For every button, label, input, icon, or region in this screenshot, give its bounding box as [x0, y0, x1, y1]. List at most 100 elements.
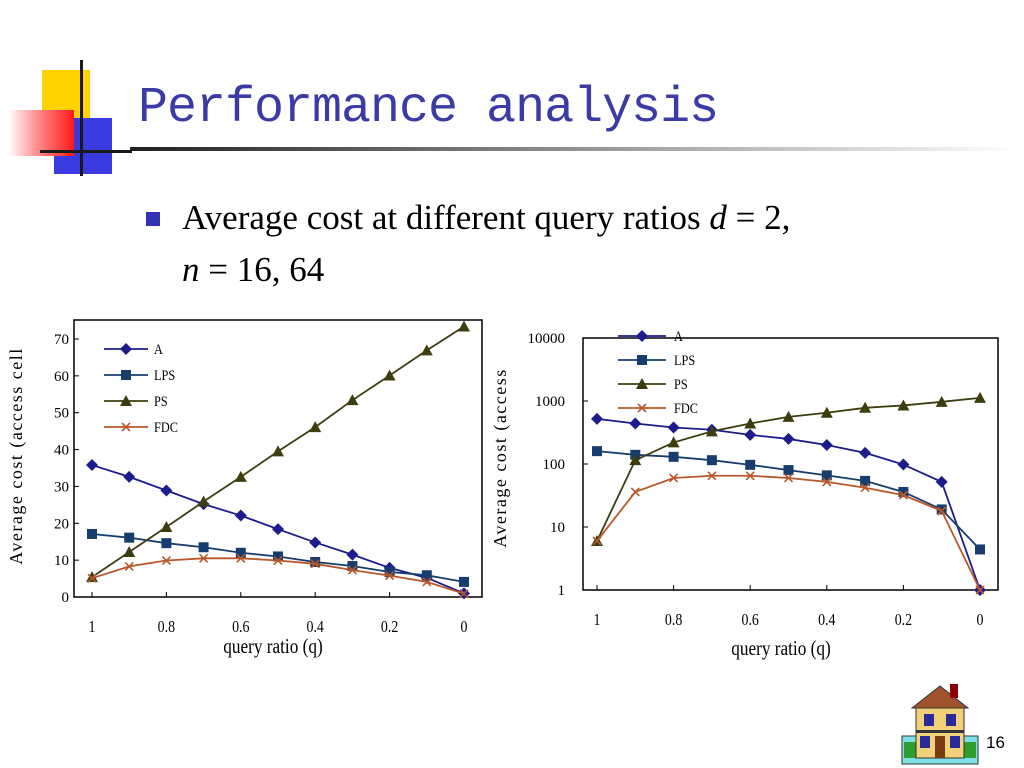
right-point-a [782, 432, 795, 445]
right-point-fdc [783, 473, 794, 483]
right-point-a [859, 446, 872, 459]
left-point-fdc [310, 559, 320, 569]
right-point-ps [629, 454, 642, 466]
right-plot-frame [582, 337, 999, 591]
right-point-ps [705, 425, 718, 437]
left-point-ps [346, 394, 359, 406]
right-point-lps [821, 470, 832, 481]
right-x-tick-label: 0.6 [741, 611, 759, 630]
left-point-a [272, 523, 284, 536]
left-point-lps [161, 538, 172, 549]
d-equation: = 2, [726, 198, 791, 237]
left-point-lps [310, 556, 321, 567]
left-y-tick-label: 40 [54, 443, 69, 459]
left-point-a [346, 548, 359, 561]
left-point-ps [123, 546, 136, 558]
right-point-fdc [822, 477, 832, 487]
right-point-a [591, 412, 603, 425]
left-y-tick-label: 70 [54, 332, 69, 348]
left-y-tick-label: 10 [54, 553, 69, 569]
right-series-fdc [592, 471, 985, 595]
right-x-tick-label: 0.4 [818, 611, 836, 630]
left-legend-marker-lps [121, 370, 131, 380]
left-point-fdc [459, 589, 469, 599]
right-point-fdc [937, 506, 947, 516]
left-legend-label-lps: LPS [154, 367, 175, 383]
right-legend-marker-a [636, 330, 648, 342]
left-x-tick-label: 0.6 [232, 618, 250, 637]
right-point-fdc [745, 471, 755, 481]
left-point-lps [384, 566, 395, 577]
left-x-tick-label: 0.8 [158, 618, 176, 637]
left-x-axis-title: query ratio (q) [223, 636, 322, 659]
right-y-tick-label: 100 [543, 457, 566, 473]
right-point-fdc [669, 473, 679, 483]
right-point-ps [782, 410, 795, 422]
left-point-lps [198, 542, 209, 553]
left-legend-marker-ps [120, 395, 132, 406]
right-point-lps [975, 544, 985, 555]
right-point-a [935, 475, 948, 488]
left-point-ps [458, 320, 470, 332]
right-point-fdc [860, 483, 870, 493]
left-x-tick-label: 0 [461, 618, 468, 637]
right-y-tick-label: 1000 [535, 394, 565, 410]
house-icon[interactable] [898, 678, 982, 766]
right-point-a [820, 439, 833, 452]
right-point-fdc [975, 585, 985, 595]
right-point-a [667, 421, 680, 434]
left-legend-label-a: A [154, 341, 163, 357]
right-point-lps [706, 455, 717, 466]
right-point-ps [667, 436, 680, 448]
right-x-axis-title: query ratio (q) [731, 638, 830, 661]
right-point-ps [744, 417, 757, 429]
right-point-a [629, 417, 642, 430]
right-point-ps [820, 406, 833, 418]
left-point-lps [273, 551, 283, 562]
left-point-ps [272, 445, 284, 457]
left-point-fdc [87, 573, 97, 583]
left-legend-marker-a [120, 343, 132, 355]
left-point-lps [124, 532, 135, 543]
left-x-tick-label: 0.4 [306, 618, 324, 637]
left-series-lps [87, 528, 469, 587]
left-point-ps [383, 369, 396, 381]
left-y-tick-label: 60 [54, 369, 69, 385]
left-point-ps [160, 520, 173, 532]
left-point-lps [235, 547, 246, 558]
left-point-fdc [199, 553, 209, 563]
left-point-lps [347, 561, 358, 572]
right-series-lps [592, 446, 985, 555]
bullet-lead: Average cost at different query ratios [182, 198, 710, 237]
right-x-tick-label: 0 [977, 611, 984, 630]
left-y-tick-label: 20 [54, 516, 69, 532]
left-y-tick-label: 0 [62, 590, 70, 606]
right-y-tick-label: 1 [558, 583, 566, 599]
left-point-fdc [347, 565, 357, 575]
left-point-fdc [273, 555, 283, 566]
left-plot-frame [73, 319, 483, 598]
left-point-ps [86, 571, 98, 583]
right-point-lps [898, 486, 909, 497]
left-series-ps [86, 320, 470, 583]
right-x-tick-label: 1 [594, 611, 601, 630]
right-point-lps [936, 504, 947, 515]
right-legend-label-a: A [674, 328, 683, 344]
left-point-ps [197, 495, 210, 507]
left-point-a [123, 470, 136, 483]
n-equation: = 16, 64 [199, 250, 325, 289]
right-legend-label-lps: LPS [674, 352, 695, 368]
right-y-tick-label: 10 [550, 520, 565, 536]
left-legend-marker-fdc [121, 422, 131, 432]
bullet-text: Average cost at different query ratios d… [182, 192, 992, 296]
bullet-marker [146, 212, 160, 226]
slide-title: Performance analysis [138, 80, 719, 137]
right-point-fdc [592, 536, 602, 546]
left-legend-label-ps: PS [154, 393, 168, 409]
right-legend-marker-ps [636, 378, 648, 389]
right-point-ps [935, 395, 948, 407]
left-y-tick-label: 30 [54, 479, 69, 495]
left-legend-label-fdc: FDC [154, 419, 178, 435]
